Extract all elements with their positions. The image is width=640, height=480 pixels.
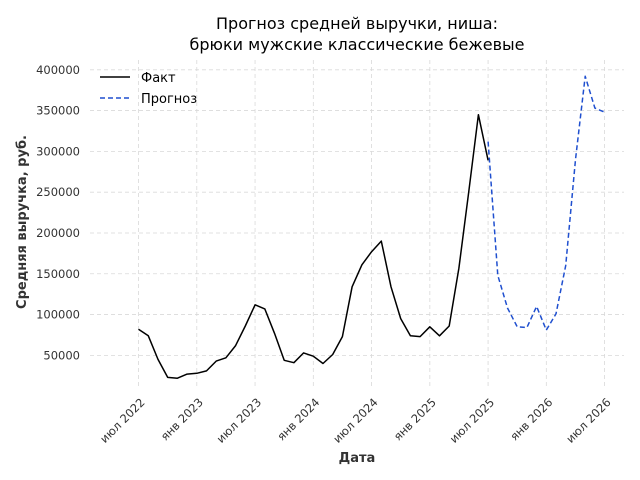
x-tick-label: июл 2026	[563, 395, 614, 446]
y-tick-label: 200000	[36, 226, 80, 240]
legend: Факт Прогноз	[100, 71, 197, 107]
x-tick-label: июл 2023	[214, 395, 265, 446]
x-tick-label: янв 2026	[507, 395, 555, 443]
y-axis-label: Средняя выручка, руб.	[15, 135, 30, 309]
x-axis-ticks: июл 2022 янв 2023 июл 2023 янв 2024 июл 2024…	[97, 395, 614, 446]
x-tick-label: янв 2025	[391, 395, 439, 443]
y-tick-label: 100000	[36, 308, 80, 322]
x-tick-label: янв 2024	[274, 395, 322, 443]
y-axis-ticks: 50000 100000 150000 200000 250000 300000 35000…	[36, 63, 80, 363]
y-tick-label: 50000	[43, 348, 80, 362]
x-tick-label: июл 2022	[97, 395, 148, 446]
forecast-series-line	[487, 75, 605, 331]
y-tick-label: 350000	[36, 104, 80, 118]
y-tick-label: 300000	[36, 144, 80, 158]
x-axis-label: Дата	[339, 451, 376, 466]
y-tick-label: 250000	[36, 185, 80, 199]
series-lines	[138, 75, 605, 379]
chart-title: Прогноз средней выручки, ниша: брюки муж…	[189, 14, 524, 54]
fact-series-line	[138, 113, 489, 379]
y-tick-label: 150000	[36, 267, 80, 281]
x-tick-label: июл 2025	[447, 395, 498, 446]
chart-title-line-2: брюки мужские классические бежевые	[189, 35, 524, 54]
y-tick-label: 400000	[36, 63, 80, 77]
x-tick-label: янв 2023	[158, 395, 206, 443]
legend-label: Факт	[141, 71, 176, 86]
legend-label: Прогноз	[141, 92, 197, 107]
x-tick-label: июл 2024	[330, 395, 381, 446]
grid	[90, 60, 624, 388]
chart-title-line-1: Прогноз средней выручки, ниша:	[216, 14, 498, 33]
